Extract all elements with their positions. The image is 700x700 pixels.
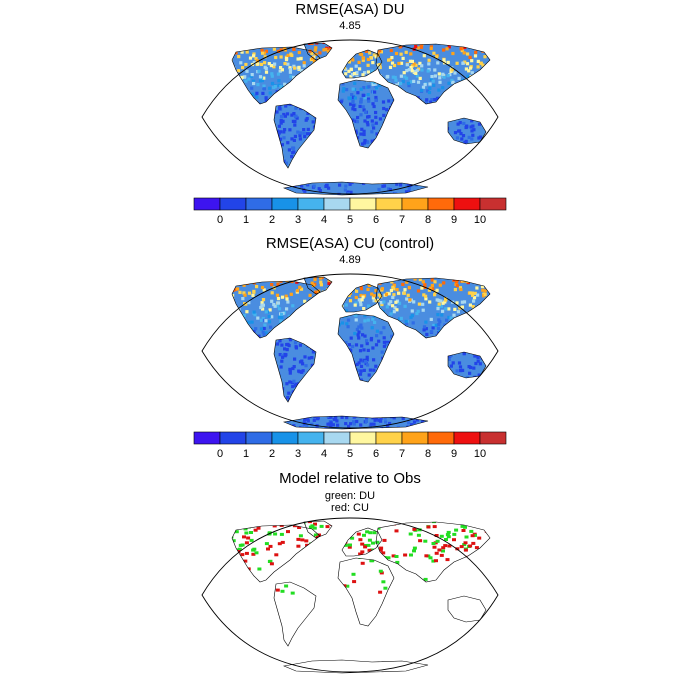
- colorbar-swatch-0: [193, 431, 221, 445]
- coastline-antarctica: [282, 181, 429, 196]
- colorbar-label-8: 8: [425, 448, 431, 460]
- colorbar-swatch-3: [271, 431, 299, 445]
- coastline-asia: [375, 43, 491, 105]
- map-border: [201, 39, 499, 195]
- panel3-map: [201, 517, 499, 674]
- panel3-title: Model relative to Obs: [279, 470, 421, 487]
- colorbar-swatch-1: [219, 197, 247, 211]
- colorbar-swatch-2: [245, 431, 273, 445]
- colorbar-swatch-9: [427, 197, 455, 211]
- coastline-greenland: [303, 276, 333, 295]
- panel2-map: [201, 273, 499, 430]
- panel3-subtitle-cu: red: CU: [331, 502, 369, 514]
- colorbar-label-1: 1: [243, 448, 249, 460]
- colorbar-swatch-3: [271, 197, 299, 211]
- colorbar-swatch-4: [297, 431, 325, 445]
- colorbar-label-5: 5: [347, 214, 353, 226]
- coastline-north-america: [231, 524, 321, 583]
- coastline-south-america: [273, 581, 317, 647]
- colorbar-label-2: 2: [269, 214, 275, 226]
- panel1-map: [201, 39, 499, 196]
- coastline-europe: [341, 283, 383, 313]
- map-border: [201, 517, 499, 673]
- colorbar-label-4: 4: [321, 448, 327, 460]
- colorbar-swatch-9: [427, 431, 455, 445]
- panel2-colorbar: 0 1 2 3 4 5 6 7 8 9 10: [193, 431, 507, 460]
- colorbar-swatch-11: [479, 431, 507, 445]
- colorbar-label-6: 6: [373, 214, 379, 226]
- colorbar-label-10: 10: [474, 448, 486, 460]
- colorbar-swatch-10: [453, 197, 481, 211]
- coastline-asia: [375, 521, 491, 583]
- colorbar-label-4: 4: [321, 214, 327, 226]
- colorbar-label-6: 6: [373, 448, 379, 460]
- coastline-north-america: [231, 280, 321, 339]
- colorbar-label-7: 7: [399, 214, 405, 226]
- colorbar-swatch-5: [323, 431, 351, 445]
- colorbar-swatch-0: [193, 197, 221, 211]
- colorbar-label-9: 9: [451, 214, 457, 226]
- colorbar-swatch-11: [479, 197, 507, 211]
- colorbar-swatch-1: [219, 431, 247, 445]
- colorbar-swatch-8: [401, 431, 429, 445]
- coastline-south-america: [273, 337, 317, 403]
- map-border: [201, 273, 499, 429]
- colorbar-swatch-6: [349, 197, 377, 211]
- coastline-europe: [341, 527, 383, 557]
- colorbar-swatch-7: [375, 197, 403, 211]
- colorbar-label-10: 10: [474, 214, 486, 226]
- colorbar-label-3: 3: [295, 214, 301, 226]
- coastline-asia: [375, 277, 491, 339]
- colorbar-swatch-10: [453, 431, 481, 445]
- colorbar-label-2: 2: [269, 448, 275, 460]
- coastline-europe: [341, 49, 383, 79]
- panel1-colorbar: 0 1 2 3 4 5 6 7 8 9 10: [193, 197, 507, 226]
- colorbar-swatch-8: [401, 197, 429, 211]
- coastline-greenland: [303, 520, 333, 539]
- colorbar-swatch-2: [245, 197, 273, 211]
- colorbar-swatch-7: [375, 431, 403, 445]
- colorbar-swatch-6: [349, 431, 377, 445]
- colorbar-label-0: 0: [217, 214, 223, 226]
- panel2-value: 4.89: [339, 254, 361, 266]
- coastline-north-america: [231, 46, 321, 105]
- panel1-title: RMSE(ASA) DU: [295, 1, 405, 18]
- colorbar-swatch-5: [323, 197, 351, 211]
- colorbar-swatch-4: [297, 197, 325, 211]
- colorbar-label-5: 5: [347, 448, 353, 460]
- colorbar-label-7: 7: [399, 448, 405, 460]
- colorbar-label-1: 1: [243, 214, 249, 226]
- coastline-antarctica: [282, 659, 429, 674]
- coastline-africa: [337, 79, 395, 149]
- panel1-value: 4.85: [339, 20, 361, 32]
- colorbar-label-3: 3: [295, 448, 301, 460]
- colorbar-label-8: 8: [425, 214, 431, 226]
- coastline-africa: [337, 557, 395, 627]
- colorbar-label-0: 0: [217, 448, 223, 460]
- coastline-greenland: [303, 42, 333, 61]
- colorbar-label-9: 9: [451, 448, 457, 460]
- coastline-antarctica: [282, 415, 429, 430]
- panel2-title: RMSE(ASA) CU (control): [265, 235, 435, 252]
- coastline-south-america: [273, 103, 317, 169]
- coastline-africa: [337, 313, 395, 383]
- panel3-subtitle-du: green: DU: [324, 490, 376, 502]
